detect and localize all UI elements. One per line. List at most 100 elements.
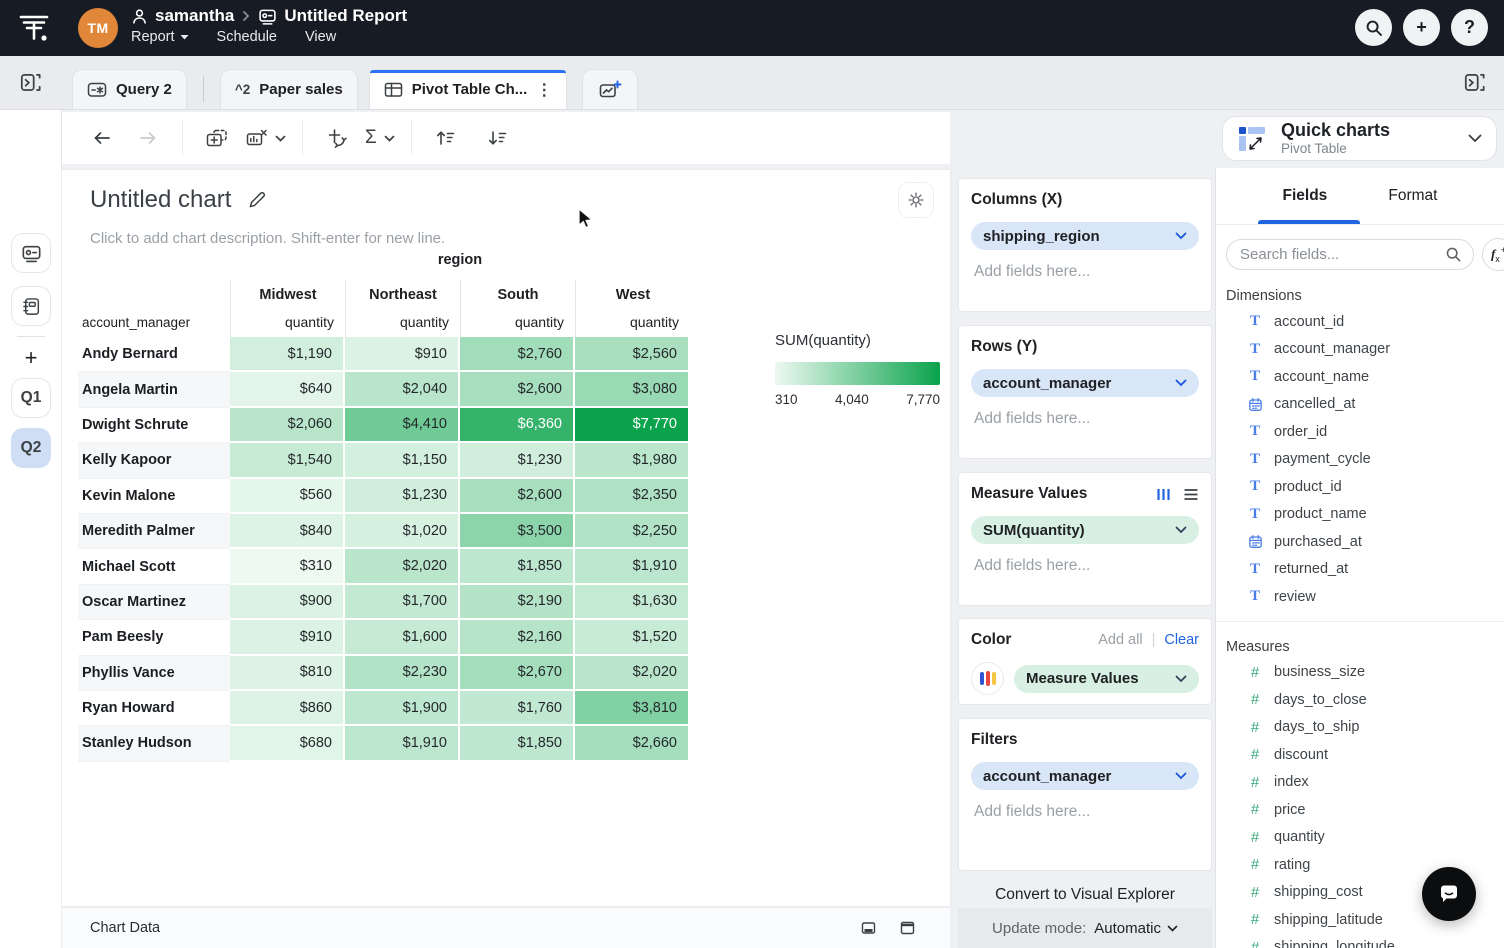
pivot-cell[interactable]: $1,520: [575, 620, 690, 655]
query-tab-q1[interactable]: Q1: [11, 378, 51, 418]
pivot-cell[interactable]: $2,670: [460, 656, 575, 691]
pivot-cell[interactable]: $3,080: [575, 372, 690, 407]
pivot-column-header[interactable]: Southquantity: [460, 280, 575, 337]
dimension-field-account_id[interactable]: Taccount_id: [1216, 308, 1504, 336]
pivot-cell[interactable]: $680: [230, 726, 345, 761]
pivot-cell[interactable]: $1,230: [460, 443, 575, 478]
pivot-cell[interactable]: $1,850: [460, 549, 575, 584]
pivot-cell[interactable]: $840: [230, 514, 345, 549]
pivot-cell[interactable]: $1,630: [575, 585, 690, 620]
pivot-cell[interactable]: $1,020: [345, 514, 460, 549]
measure-field-business_size[interactable]: #business_size: [1216, 659, 1504, 687]
columns-add-fields-placeholder[interactable]: Add fields here...: [971, 263, 1199, 281]
redo-button[interactable]: [130, 120, 166, 156]
search-button[interactable]: [1355, 9, 1392, 46]
add-query-button[interactable]: +: [11, 344, 51, 372]
pivot-row-label[interactable]: Angela Martin: [78, 372, 230, 407]
pivot-cell[interactable]: $2,560: [575, 337, 690, 372]
chart-data-bar[interactable]: Chart Data: [62, 908, 950, 948]
pivot-cell[interactable]: $640: [230, 372, 345, 407]
dimension-field-product_name[interactable]: Tproduct_name: [1216, 501, 1504, 529]
tab-paper-sales[interactable]: ^2 Paper sales: [220, 69, 358, 109]
pivot-cell[interactable]: $2,230: [345, 656, 460, 691]
dimension-field-account_manager[interactable]: Taccount_manager: [1216, 336, 1504, 364]
query-tab-q2[interactable]: Q2: [11, 428, 51, 468]
columns-layout-icon[interactable]: [1156, 487, 1171, 502]
pivot-cell[interactable]: $1,910: [575, 549, 690, 584]
columns-pill-shipping-region[interactable]: shipping_region: [971, 222, 1199, 250]
tab-query-2[interactable]: Query 2: [72, 69, 187, 109]
pivot-cell[interactable]: $1,540: [230, 443, 345, 478]
pivot-cell[interactable]: $1,900: [345, 691, 460, 726]
pivot-cell[interactable]: $2,160: [460, 620, 575, 655]
pivot-cell[interactable]: $3,810: [575, 691, 690, 726]
pivot-row-label[interactable]: Pam Beesly: [78, 620, 230, 655]
add-to-dashboard-button[interactable]: [199, 120, 235, 156]
pivot-cell[interactable]: $2,060: [230, 408, 345, 443]
pivot-cell[interactable]: $810: [230, 656, 345, 691]
tab-menu-kebab-icon[interactable]: ⋮: [536, 80, 552, 100]
pivot-cell[interactable]: $1,910: [345, 726, 460, 761]
undo-button[interactable]: [84, 120, 120, 156]
update-mode-select[interactable]: Automatic: [1094, 920, 1178, 937]
measure-field-days_to_close[interactable]: #days_to_close: [1216, 686, 1504, 714]
expand-panel-icon[interactable]: [899, 920, 916, 936]
chart-description-placeholder[interactable]: Click to add chart description. Shift-en…: [90, 230, 445, 247]
rows-add-fields-placeholder[interactable]: Add fields here...: [971, 410, 1199, 428]
avatar[interactable]: TM: [78, 8, 118, 48]
pivot-cell[interactable]: $1,600: [345, 620, 460, 655]
pivot-cell[interactable]: $1,150: [345, 443, 460, 478]
list-layout-icon[interactable]: [1183, 488, 1199, 501]
dimension-field-order_id[interactable]: Torder_id: [1216, 418, 1504, 446]
menu-schedule[interactable]: Schedule: [217, 29, 277, 45]
measure-field-discount[interactable]: #discount: [1216, 741, 1504, 769]
pivot-row-label[interactable]: Kevin Malone: [78, 479, 230, 514]
menu-view[interactable]: View: [305, 29, 336, 45]
convert-to-visual-explorer-button[interactable]: Convert to Visual Explorer: [958, 886, 1212, 904]
measure-pill-sum-quantity[interactable]: SUM(quantity): [971, 516, 1199, 544]
pivot-cell[interactable]: $2,600: [460, 372, 575, 407]
search-fields-box[interactable]: [1226, 239, 1474, 270]
pivot-row-label[interactable]: Oscar Martinez: [78, 585, 230, 620]
sort-descending-button[interactable]: [480, 120, 516, 156]
pivot-column-header[interactable]: Westquantity: [575, 280, 690, 337]
measure-field-index[interactable]: #index: [1216, 769, 1504, 797]
pivot-cell[interactable]: $2,020: [345, 549, 460, 584]
search-fields-input[interactable]: [1240, 246, 1439, 263]
pivot-row-label[interactable]: Meredith Palmer: [78, 514, 230, 549]
rows-pill-account-manager[interactable]: account_manager: [971, 369, 1199, 397]
dimension-field-cancelled_at[interactable]: cancelled_at: [1216, 391, 1504, 419]
support-chat-button[interactable]: [1422, 867, 1476, 921]
pivot-cell[interactable]: $1,230: [345, 479, 460, 514]
pivot-cell[interactable]: $2,190: [460, 585, 575, 620]
dimension-field-product_id[interactable]: Tproduct_id: [1216, 473, 1504, 501]
chart-settings-button[interactable]: [898, 182, 934, 218]
pivot-cell[interactable]: $560: [230, 479, 345, 514]
color-clear-button[interactable]: Clear: [1164, 632, 1199, 648]
pivot-cell[interactable]: $310: [230, 549, 345, 584]
pivot-cell[interactable]: $1,850: [460, 726, 575, 761]
menu-report[interactable]: Report: [131, 29, 189, 45]
measure-field-shipping_longitude[interactable]: #shipping_longitude: [1216, 934, 1504, 948]
measure-field-price[interactable]: #price: [1216, 796, 1504, 824]
tab-format[interactable]: Format: [1388, 187, 1437, 205]
pivot-row-label[interactable]: Ryan Howard: [78, 691, 230, 726]
panel-toggle-left[interactable]: [18, 70, 44, 96]
pivot-row-label[interactable]: Andy Bernard: [78, 337, 230, 372]
measure-add-fields-placeholder[interactable]: Add fields here...: [971, 557, 1199, 575]
swap-axes-button[interactable]: [319, 120, 355, 156]
pivot-cell[interactable]: $4,410: [345, 408, 460, 443]
pivot-cell[interactable]: $3,500: [460, 514, 575, 549]
pivot-row-label[interactable]: Michael Scott: [78, 549, 230, 584]
pivot-cell[interactable]: $1,700: [345, 585, 460, 620]
measure-field-days_to_ship[interactable]: #days_to_ship: [1216, 714, 1504, 742]
pivot-cell[interactable]: $1,760: [460, 691, 575, 726]
measure-field-quantity[interactable]: #quantity: [1216, 824, 1504, 852]
chart-title[interactable]: Untitled chart: [90, 186, 231, 214]
pivot-cell[interactable]: $910: [230, 620, 345, 655]
help-button[interactable]: ?: [1451, 9, 1488, 46]
pivot-cell[interactable]: $1,190: [230, 337, 345, 372]
pivot-row-dimension-header[interactable]: account_manager: [78, 280, 230, 337]
pivot-row-label[interactable]: Phyllis Vance: [78, 656, 230, 691]
pivot-cell[interactable]: $860: [230, 691, 345, 726]
